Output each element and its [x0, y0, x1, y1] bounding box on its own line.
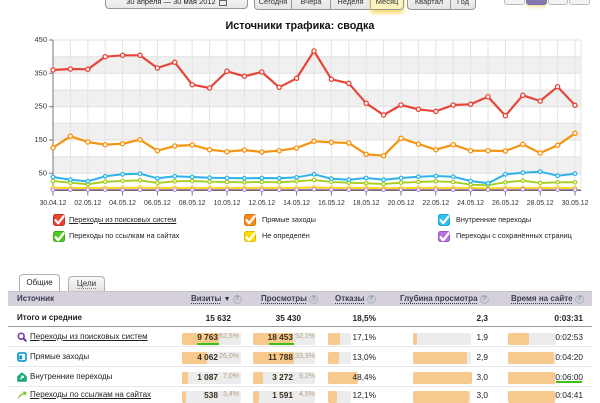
svg-text:350: 350	[34, 68, 47, 77]
svg-text:150: 150	[34, 135, 47, 144]
svg-text:22.05.12: 22.05.12	[422, 200, 449, 207]
svg-text:450: 450	[34, 36, 47, 44]
svg-text:26.05.12: 26.05.12	[492, 200, 519, 207]
svg-text:24.05.12: 24.05.12	[457, 200, 484, 207]
svg-text:30.05.12: 30.05.12	[562, 200, 589, 207]
svg-text:10.05.12: 10.05.12	[214, 200, 241, 207]
svg-text:28.05.12: 28.05.12	[527, 200, 554, 207]
svg-text:14.05.12: 14.05.12	[283, 200, 310, 207]
svg-text:250: 250	[34, 102, 47, 111]
svg-text:50: 50	[39, 168, 47, 177]
svg-text:12.05.12: 12.05.12	[248, 200, 275, 207]
svg-text:30.04.12: 30.04.12	[40, 200, 67, 207]
svg-text:18.05.12: 18.05.12	[353, 200, 380, 207]
svg-text:20.05.12: 20.05.12	[388, 200, 415, 207]
svg-text:06.05.12: 06.05.12	[144, 200, 171, 207]
svg-text:04.05.12: 04.05.12	[109, 200, 136, 207]
svg-text:08.05.12: 08.05.12	[179, 200, 206, 207]
svg-text:02.05.12: 02.05.12	[74, 200, 101, 207]
svg-text:16.05.12: 16.05.12	[318, 200, 345, 207]
